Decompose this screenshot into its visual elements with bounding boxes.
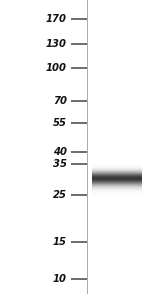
Text: 70: 70 (53, 96, 67, 106)
Text: 35: 35 (53, 159, 67, 169)
Text: 25: 25 (53, 190, 67, 200)
Text: 170: 170 (46, 14, 67, 24)
Text: 10: 10 (53, 274, 67, 284)
Text: 130: 130 (46, 39, 67, 49)
Text: 15: 15 (53, 237, 67, 247)
Text: 100: 100 (46, 63, 67, 73)
Text: 40: 40 (53, 147, 67, 157)
Text: 55: 55 (53, 118, 67, 128)
